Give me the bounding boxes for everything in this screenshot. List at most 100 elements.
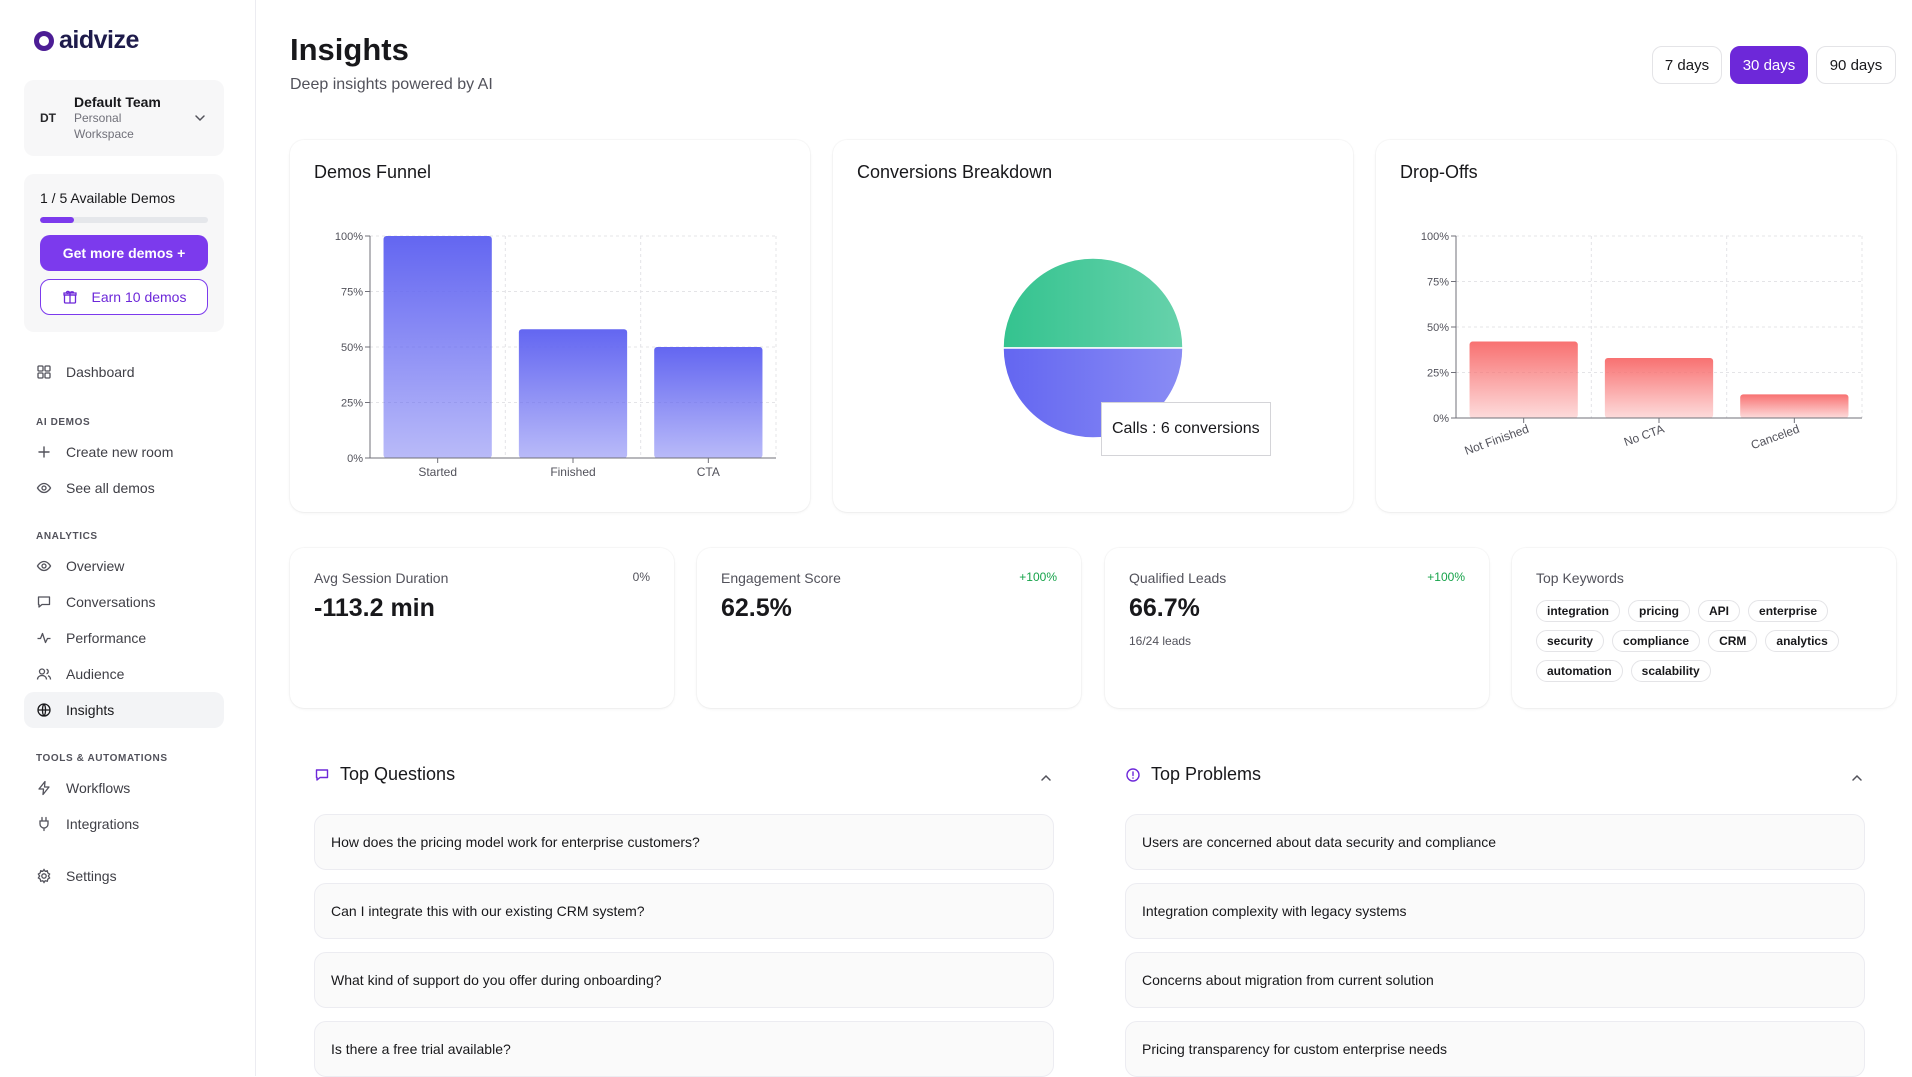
chevron-up-icon[interactable] (1038, 770, 1054, 786)
chat-icon (37, 596, 51, 608)
metric-label: Top Keywords (1536, 570, 1624, 586)
sidebar-item-label: Insights (66, 702, 115, 718)
x-tick-label: Finished (550, 465, 595, 479)
demos-funnel-chart: 0% 25% 50% 75% 100% Started Finished CTA (335, 231, 777, 479)
bar[interactable] (654, 347, 763, 458)
sidebar-item-see-all-demos[interactable]: See all demos (24, 470, 224, 506)
alert-circle-icon (1126, 767, 1140, 782)
pie-slice-meetings[interactable] (1002, 257, 1184, 349)
sidebar-item-conversations[interactable]: Conversations (24, 584, 224, 620)
keyword-tag[interactable]: scalability (1630, 660, 1711, 682)
metric-value: -113.2 min (314, 594, 435, 622)
problem-row[interactable]: Integration complexity with legacy syste… (1125, 883, 1865, 939)
sidebar-item-insights[interactable]: Insights (24, 692, 224, 728)
sidebar-item-label: Performance (66, 630, 147, 646)
keyword-tag[interactable]: automation (1536, 660, 1623, 682)
sidebar-item-audience[interactable]: Audience (24, 656, 224, 692)
sidebar: aidvize DT Default Team Personal Workspa… (0, 0, 256, 1076)
bar[interactable] (383, 236, 492, 458)
y-tick-label: 25% (1427, 368, 1449, 380)
conversions-pie-chart (1002, 257, 1184, 439)
question-row[interactable]: What kind of support do you offer during… (314, 952, 1054, 1008)
question-row[interactable]: How does the pricing model work for ente… (314, 814, 1054, 870)
keyword-tag[interactable]: API (1698, 600, 1741, 622)
sidebar-item-label: See all demos (66, 480, 155, 496)
card-title: Drop-Offs (1400, 162, 1478, 182)
x-tick-label: Started (418, 465, 457, 479)
chevron-down-icon (195, 115, 205, 122)
question-row[interactable]: Is there a free trial available? (314, 1021, 1054, 1077)
top-problems-header: Top Problems (1125, 764, 1261, 785)
keyword-tag[interactable]: CRM (1708, 630, 1758, 652)
sidebar-item-settings[interactable]: Settings (24, 858, 224, 894)
demos-quota-label: 1 / 5 Available Demos (40, 190, 176, 206)
brand-name: aidvize (59, 26, 139, 54)
team-workspace: Personal Workspace (74, 111, 134, 141)
question-row[interactable]: Can I integrate this with our existing C… (314, 883, 1054, 939)
x-tick-label: Canceled (1749, 422, 1801, 452)
drop-offs-chart: 0% 25% 50% 75% 100% Not Finished No CTA Cancele… (1421, 231, 1863, 458)
get-more-demos-button[interactable]: Get more demos + (40, 235, 208, 271)
keyword-tag[interactable]: enterprise (1748, 600, 1829, 622)
metric-sub: 16/24 leads (1129, 634, 1192, 648)
range-30-days[interactable]: 30 days (1730, 46, 1808, 84)
users-icon (36, 668, 52, 680)
lightning-icon (38, 780, 50, 796)
metric-label: Qualified Leads (1129, 570, 1227, 586)
range-90-days[interactable]: 90 days (1816, 46, 1896, 84)
chart-tooltip: Calls : 6 conversions (1101, 402, 1271, 456)
eye-icon (36, 560, 52, 572)
card-title: Conversions Breakdown (857, 162, 1053, 182)
demos-progress-fill (40, 217, 74, 223)
x-tick-label: No CTA (1622, 422, 1666, 449)
sidebar-item-overview[interactable]: Overview (24, 548, 224, 584)
sidebar-item-integrations[interactable]: Integrations (24, 806, 224, 842)
globe-icon (37, 703, 51, 717)
gift-icon (62, 290, 77, 304)
demos-funnel-card: Demos Funnel 0% 25% 50% 75% 100% Started Finis… (290, 140, 810, 512)
sidebar-item-performance[interactable]: Performance (24, 620, 224, 656)
problem-row[interactable]: Pricing transparency for custom enterpri… (1125, 1021, 1865, 1077)
bar[interactable] (1740, 394, 1849, 418)
metric-card-keywords: Top Keywords integration pricing API ent… (1512, 548, 1896, 708)
section-ai-demos: AI DEMOS (36, 417, 91, 428)
sidebar-item-dashboard[interactable]: Dashboard (24, 354, 224, 390)
keyword-tag[interactable]: analytics (1765, 630, 1839, 652)
y-tick-label: 100% (335, 231, 363, 243)
section-analytics: ANALYTICS (36, 531, 98, 542)
y-tick-label: 50% (341, 342, 363, 354)
bar[interactable] (1604, 357, 1714, 418)
section-tools: TOOLS & AUTOMATIONS (36, 753, 168, 764)
keyword-tag[interactable]: compliance (1612, 630, 1701, 652)
sidebar-item-label: Workflows (66, 780, 131, 796)
sidebar-item-workflows[interactable]: Workflows (24, 770, 224, 806)
conversions-card: Conversions Breakdown Calls : 6 conversi… (833, 140, 1353, 512)
keyword-tag[interactable]: security (1536, 630, 1605, 652)
bar[interactable] (518, 329, 628, 458)
metric-card-engagement: Engagement Score +100% 62.5% (697, 548, 1081, 708)
logo[interactable]: aidvize (34, 26, 139, 55)
team-name: Default Team (74, 94, 161, 110)
bar[interactable] (1469, 341, 1578, 418)
top-questions-header: Top Questions (314, 764, 455, 785)
team-switcher[interactable]: DT Default Team Personal Workspace (24, 80, 224, 156)
sidebar-item-create-room[interactable]: Create new room (24, 434, 224, 470)
sidebar-item-label: Overview (66, 558, 125, 574)
keyword-list: integration pricing API enterprise secur… (1536, 600, 1876, 682)
earn-demos-button[interactable]: Earn 10 demos (40, 279, 208, 315)
range-7-days[interactable]: 7 days (1652, 46, 1722, 84)
chevron-up-icon[interactable] (1849, 770, 1865, 786)
problem-row[interactable]: Users are concerned about data security … (1125, 814, 1865, 870)
grid-icon (37, 365, 51, 379)
eye-icon (36, 482, 52, 494)
y-tick-label: 0% (1433, 413, 1449, 425)
sidebar-item-label: Dashboard (66, 364, 135, 380)
problem-row[interactable]: Concerns about migration from current so… (1125, 952, 1865, 1008)
metric-value: 62.5% (721, 594, 792, 622)
top-problems-title: Top Problems (1151, 764, 1262, 784)
drop-offs-card: Drop-Offs 0% 25% 50% 75% 100% Not Finished No … (1376, 140, 1896, 512)
keyword-tag[interactable]: integration (1536, 600, 1620, 622)
keyword-tag[interactable]: pricing (1628, 600, 1691, 622)
demos-quota-card: 1 / 5 Available Demos Get more demos + E… (24, 174, 224, 332)
metric-value: 66.7% (1129, 594, 1200, 622)
